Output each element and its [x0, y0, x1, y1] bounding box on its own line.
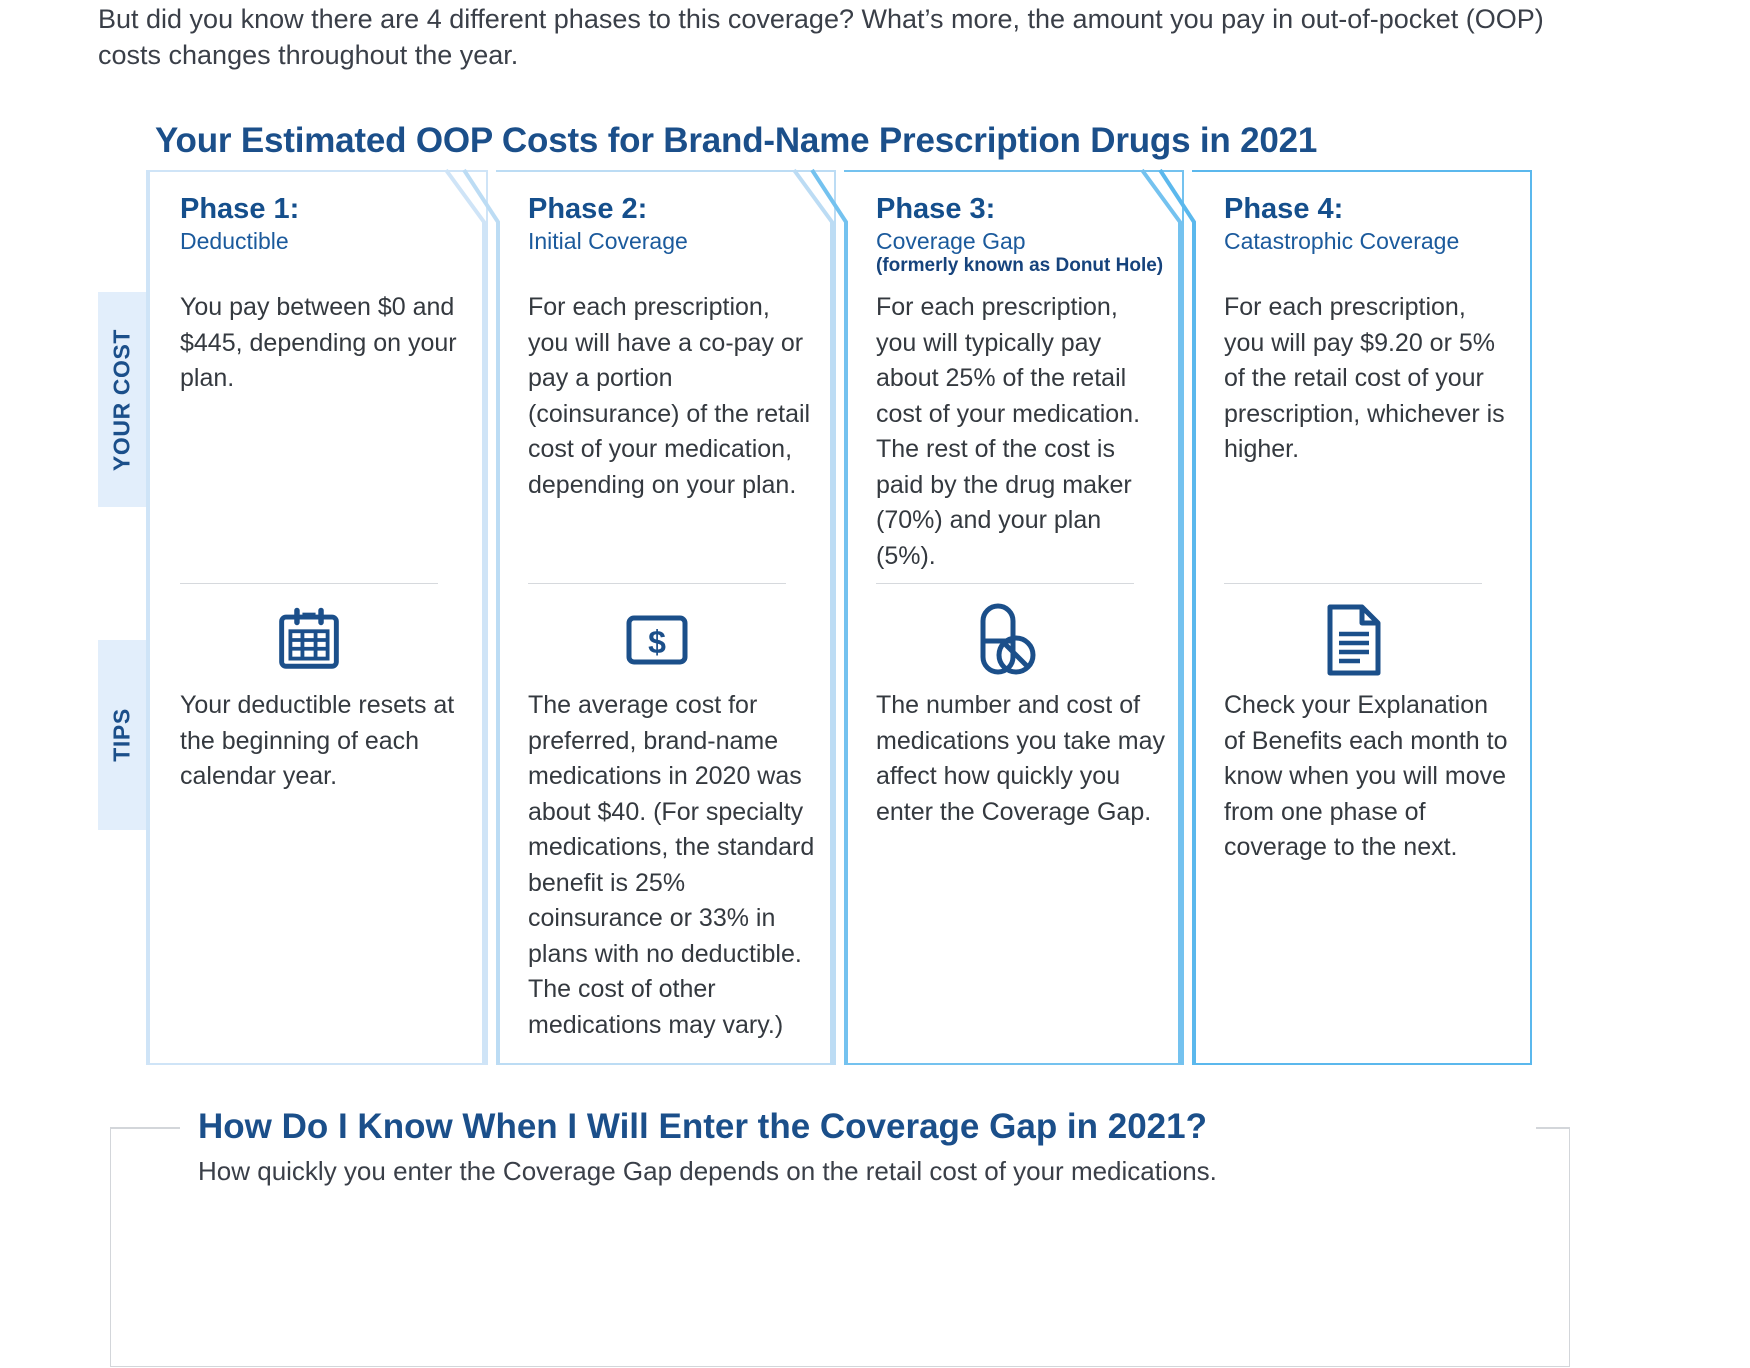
phase-card-2-chevron-icon: [444, 168, 500, 1065]
phase-4-divider: [1224, 583, 1482, 584]
rail-your-cost-label: YOUR COST: [108, 328, 135, 471]
phase-4-subtitle: Catastrophic Coverage: [1224, 227, 1460, 254]
phase-1-tip-text: Your deductible resets at the beginning …: [180, 691, 455, 790]
calendar-icon: [279, 607, 339, 669]
phase-card-1[interactable]: Phase 1: Deductible You pay between $0 a…: [146, 170, 488, 1065]
phase-3-icon-wrap: [876, 600, 1134, 680]
phase-3-number: Phase 3:: [876, 193, 996, 225]
phase-4-tip-text: Check your Explanation of Benefits each …: [1224, 691, 1508, 861]
phase-columns: Phase 1: Deductible You pay between $0 a…: [146, 168, 1568, 1065]
rail-tips-label: TIPS: [108, 708, 135, 762]
phase-card-4-header: Phase 4: Catastrophic Coverage: [1224, 193, 1514, 254]
page-title: Your Estimated OOP Costs for Brand-Name …: [155, 121, 1318, 161]
phase-1-number: Phase 1:: [180, 193, 300, 225]
phase-2-divider: [528, 583, 786, 584]
intro-paragraph: But did you know there are 4 different p…: [98, 4, 1544, 70]
phase-card-1-left-edge: [146, 170, 150, 1065]
phase-2-subtitle: Initial Coverage: [528, 227, 688, 254]
bottom-section-subtitle: How quickly you enter the Coverage Gap d…: [198, 1156, 1217, 1186]
dollar-icon: $: [626, 615, 688, 665]
document-icon: [1327, 604, 1381, 676]
phase-card-3[interactable]: Phase 3: Coverage Gap (formerly known as…: [792, 168, 1184, 1065]
phase-card-4-chevron-icon: [1140, 168, 1196, 1065]
phase-1-divider: [180, 583, 438, 584]
svg-text:$: $: [648, 624, 666, 660]
phase-3-subtitle-alt: (formerly known as Donut Hole): [876, 255, 1164, 277]
phase-card-2-header: Phase 2: Initial Coverage: [528, 193, 818, 254]
phase-1-cost-text: You pay between $0 and $445, depending o…: [180, 293, 457, 392]
phase-card-3-header: Phase 3: Coverage Gap (formerly known as…: [876, 193, 1166, 277]
phase-3-cost-text: For each prescription, you will typicall…: [876, 293, 1141, 570]
phase-2-icon-wrap: $: [528, 600, 786, 680]
phase-card-2-frame: [496, 170, 836, 1065]
phase-2-tip-text: The average cost for preferred, brand-na…: [528, 691, 815, 1039]
bottom-section: How Do I Know When I Will Enter the Cove…: [110, 1105, 1570, 1367]
phase-card-2[interactable]: Phase 2: Initial Coverage For each presc…: [444, 168, 836, 1065]
phase-1-subtitle: Deductible: [180, 227, 289, 254]
phase-3-tip-text: The number and cost of medications you t…: [876, 691, 1166, 826]
rail-tips: TIPS: [98, 640, 146, 830]
bottom-section-frame: [110, 1127, 1570, 1367]
phase-card-3-chevron-icon: [792, 168, 848, 1065]
phase-card-1-frame: [148, 170, 488, 1065]
phase-card-4-frame: [1192, 170, 1532, 1065]
phase-4-icon-wrap: [1224, 600, 1482, 680]
phase-card-4[interactable]: Phase 4: Catastrophic Coverage For each …: [1140, 168, 1532, 1065]
phase-4-cost-text: For each prescription, you will pay $9.2…: [1224, 293, 1505, 463]
phase-card-1-header: Phase 1: Deductible: [180, 193, 470, 254]
bottom-frame-top-left: [110, 1127, 180, 1129]
phase-2-number: Phase 2:: [528, 193, 648, 225]
phase-2-cost-text: For each prescription, you will have a c…: [528, 293, 811, 499]
phase-3-divider: [876, 583, 1134, 584]
phase-1-icon-wrap: [180, 600, 438, 680]
pills-icon: [980, 603, 1036, 675]
bottom-section-title: How Do I Know When I Will Enter the Cove…: [190, 1105, 1536, 1149]
phase-4-number: Phase 4:: [1224, 193, 1344, 225]
rail-your-cost: YOUR COST: [98, 292, 146, 507]
phase-card-3-frame: [844, 170, 1184, 1065]
phase-3-subtitle: Coverage Gap: [876, 227, 1026, 254]
